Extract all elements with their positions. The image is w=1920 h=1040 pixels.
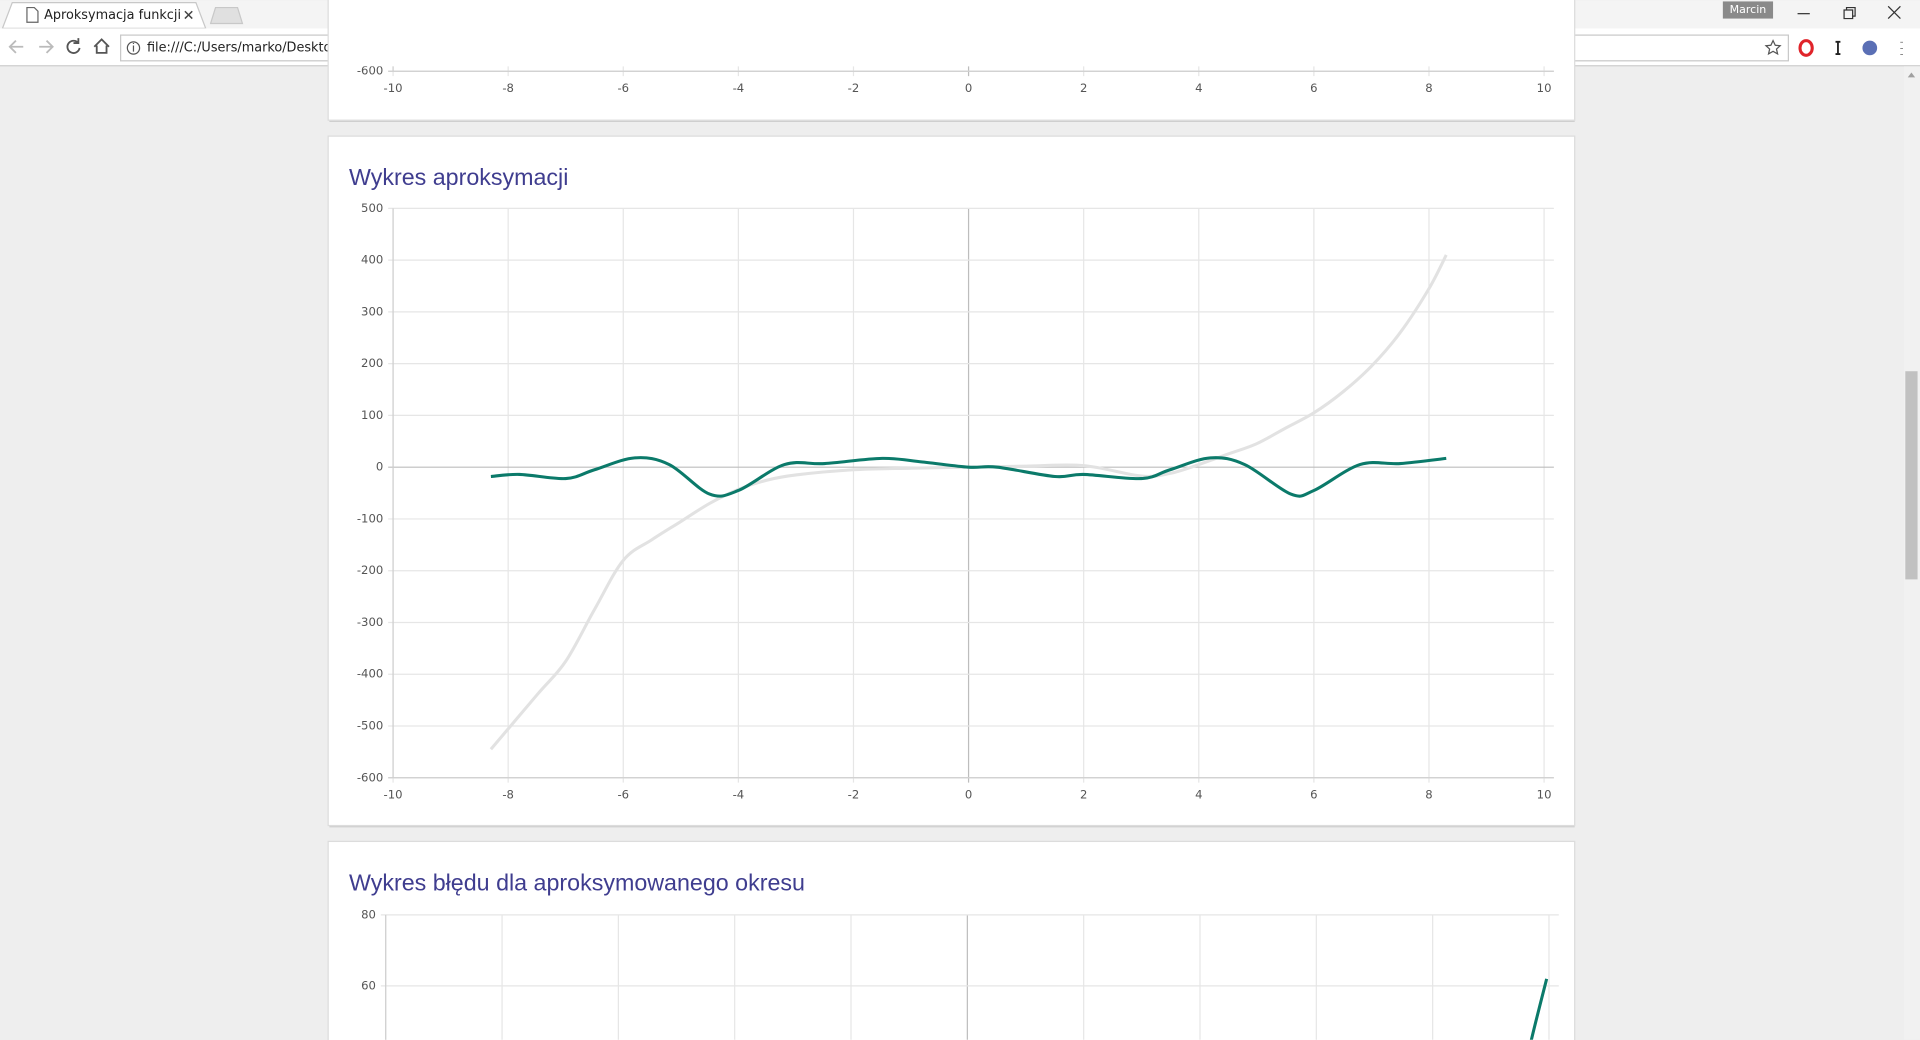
x-tick-label: -4 xyxy=(733,787,745,801)
y-tick-label: -500 xyxy=(357,718,383,732)
x-tick-label: 4 xyxy=(1195,81,1202,95)
card xyxy=(327,135,1576,827)
extension-opera[interactable] xyxy=(1798,39,1814,57)
tab-title: Aproksymacja funkcji xyxy=(44,8,181,23)
chart-title: Wykres aproksymacji xyxy=(349,164,568,190)
y-tick-label: -600 xyxy=(357,64,383,78)
data-line xyxy=(490,456,1447,498)
y-tick-label: 100 xyxy=(361,408,383,422)
cards xyxy=(327,0,1576,1040)
tab-icon xyxy=(26,6,39,23)
profile-name: Marcin xyxy=(1730,3,1767,16)
home-button[interactable] xyxy=(93,38,110,54)
tab-close[interactable] xyxy=(184,10,193,20)
x-tick-label: -10 xyxy=(384,787,403,801)
info-icon[interactable] xyxy=(126,41,141,55)
data-line xyxy=(1529,978,1549,1040)
y-tick-label: 80 xyxy=(361,907,376,921)
close-window[interactable] xyxy=(1887,5,1901,20)
x-tick-label: 8 xyxy=(1425,787,1432,801)
new-tab[interactable] xyxy=(209,6,244,25)
y-tick-label: 500 xyxy=(361,201,383,215)
y-tick-label: -300 xyxy=(357,615,383,629)
y-tick-label: -400 xyxy=(357,667,383,681)
extension-i[interactable] xyxy=(1835,40,1841,56)
y-tick-label: 300 xyxy=(361,304,383,318)
x-tick-label: -6 xyxy=(617,81,629,95)
x-tick-label: 0 xyxy=(965,81,972,95)
x-tick-label: 4 xyxy=(1195,787,1202,801)
card xyxy=(327,840,1576,1040)
scrollbar-thumb[interactable] xyxy=(1905,371,1918,580)
back-button[interactable] xyxy=(8,39,24,54)
y-tick-label: 60 xyxy=(361,978,376,992)
chart-title: Wykres błędu dla aproksymowanego okresu xyxy=(349,869,805,895)
x-tick-label: 2 xyxy=(1080,81,1087,95)
x-tick-label: -10 xyxy=(384,81,403,95)
extension-globe[interactable] xyxy=(1862,40,1878,56)
restore[interactable] xyxy=(1843,6,1856,20)
x-tick-label: -8 xyxy=(502,787,514,801)
x-tick-label: 10 xyxy=(1537,787,1552,801)
x-tick-label: -2 xyxy=(848,787,860,801)
chart: -10-8-6-4-202468106080 xyxy=(361,907,1559,1040)
x-tick-label: 8 xyxy=(1425,81,1432,95)
y-tick-label: 0 xyxy=(376,460,383,474)
x-tick-label: 10 xyxy=(1537,81,1552,95)
x-tick-label: -6 xyxy=(617,787,629,801)
y-tick-label: -600 xyxy=(357,770,383,784)
reload-button[interactable] xyxy=(66,38,81,54)
x-tick-label: -2 xyxy=(848,81,860,95)
x-tick-label: -4 xyxy=(733,81,745,95)
chart: -10 -8 -6 -4 -2 0 2 4 6 8 10 -600 -500 -400 -300 -200 -1… xyxy=(357,201,1554,801)
x-tick-label: 2 xyxy=(1080,787,1087,801)
y-tick-label: -200 xyxy=(357,563,383,577)
x-tick-label: 6 xyxy=(1310,787,1317,801)
y-tick-label: 200 xyxy=(361,356,383,370)
y-tick-label: 400 xyxy=(361,253,383,267)
x-tick-label: 6 xyxy=(1310,81,1317,95)
chart: -10 -8 -6 -4 -2 0 2 4 6 8 10 -600 xyxy=(357,64,1554,95)
x-tick-label: -8 xyxy=(502,81,514,95)
bookmark-star[interactable] xyxy=(1764,39,1782,56)
y-tick-label: -100 xyxy=(357,511,383,525)
x-tick-label: 0 xyxy=(965,787,972,801)
profile-badge[interactable] xyxy=(1722,1,1774,19)
card xyxy=(327,0,1576,121)
scroll-up[interactable] xyxy=(1907,72,1916,78)
forward-button[interactable] xyxy=(39,39,54,54)
